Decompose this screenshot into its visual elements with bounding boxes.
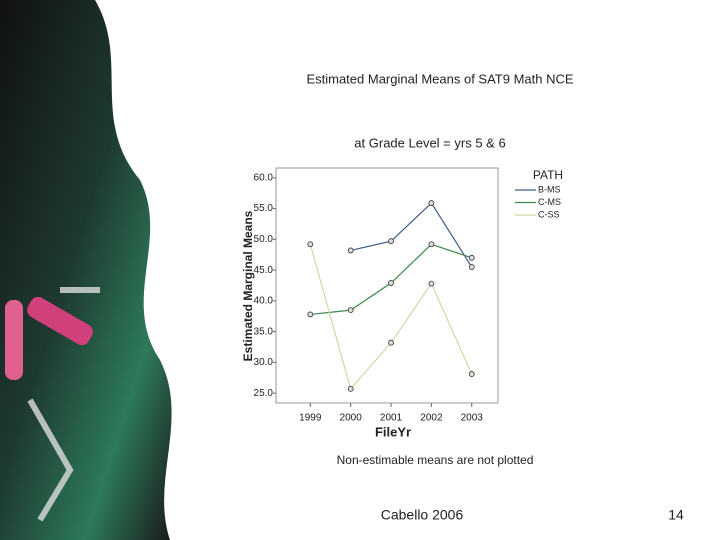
- legend-label: B-MS: [538, 184, 561, 194]
- x-axis-label: FileYr: [375, 424, 411, 439]
- data-point: [468, 371, 475, 377]
- chart-subtitle: at Grade Level = yrs 5 & 6: [354, 135, 505, 150]
- y-tick-label: 45.0: [254, 265, 274, 276]
- data-point: [347, 247, 354, 254]
- legend-title: PATH: [533, 168, 563, 182]
- data-point: [468, 254, 475, 261]
- y-tick-label: 55.0: [254, 203, 274, 214]
- y-tick-label: 35.0: [254, 326, 274, 337]
- chart-title: Estimated Marginal Means of SAT9 Math NC…: [306, 71, 573, 86]
- data-point: [428, 241, 435, 248]
- page-number: 14: [668, 507, 684, 523]
- x-tick-label: 2001: [380, 413, 403, 424]
- legend-label: C-MS: [538, 197, 561, 207]
- data-point: [347, 307, 354, 314]
- data-point: [347, 385, 354, 392]
- x-tick-label: 2002: [420, 413, 443, 424]
- y-tick-label: 25.0: [254, 388, 274, 399]
- legend-label: C-SS: [538, 209, 560, 219]
- data-point: [388, 339, 394, 346]
- data-point: [468, 264, 475, 270]
- x-tick-label: 2000: [340, 413, 363, 424]
- data-point: [388, 280, 394, 286]
- data-point: [428, 280, 435, 287]
- footer-text: Cabello 2006: [381, 507, 464, 523]
- note: Non-estimable means are not plotted: [337, 453, 534, 467]
- chalk-decoration: [5, 300, 23, 380]
- data-point: [307, 311, 314, 318]
- y-tick-label: 50.0: [254, 234, 274, 245]
- data-point: [388, 238, 394, 245]
- chalk-stroke-decoration: [27, 287, 100, 522]
- y-axis-label: Estimated Marginal Means: [241, 210, 255, 361]
- x-tick-label: 1999: [299, 413, 322, 424]
- data-point: [428, 200, 435, 206]
- x-tick-label: 2003: [461, 413, 484, 424]
- data-point: [307, 241, 314, 248]
- series-line: [350, 202, 473, 268]
- y-tick-label: 30.0: [254, 357, 274, 368]
- chalkboard-decoration: [0, 0, 172, 540]
- y-tick-label: 60.0: [254, 172, 274, 183]
- y-tick-label: 40.0: [254, 296, 274, 307]
- chalk-decoration: [27, 296, 93, 346]
